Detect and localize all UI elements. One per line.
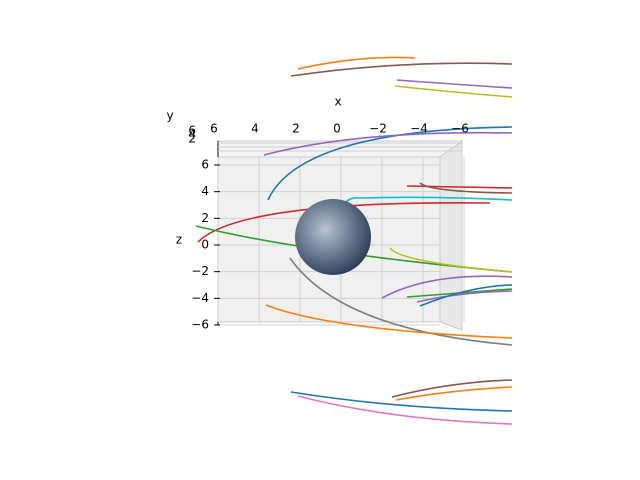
trajectory xyxy=(290,62,513,77)
trajectory xyxy=(396,79,513,89)
trajectory xyxy=(297,56,416,70)
z-axis-label: z xyxy=(176,233,182,247)
trajectory xyxy=(297,395,513,425)
y-tick-label: 4 xyxy=(188,128,196,142)
trajectory xyxy=(394,85,513,98)
trajectory xyxy=(389,247,513,273)
trajectory xyxy=(406,185,513,189)
y-tick-label: 2 xyxy=(188,132,196,146)
trajectory xyxy=(381,275,513,299)
x-tick-label: 4 xyxy=(251,122,259,136)
z-tick-label: 2 xyxy=(201,211,209,225)
z-tick-label: −6 xyxy=(191,318,209,332)
x-axis-label: x xyxy=(334,95,341,109)
trajectory xyxy=(290,391,513,412)
x-tick-label: 6 xyxy=(210,122,218,136)
z-tick-label: 4 xyxy=(201,184,209,198)
z-tick-label: −4 xyxy=(191,291,209,305)
z-tick-label: −2 xyxy=(191,264,209,278)
trajectory xyxy=(419,182,513,194)
x-tick-label: −2 xyxy=(369,122,387,136)
trajectory xyxy=(263,131,513,156)
x-tick-label: −4 xyxy=(410,122,428,136)
y-axis-label: y xyxy=(166,109,173,123)
y-tick-label: 6 xyxy=(188,124,196,138)
earth xyxy=(295,199,371,275)
trajectory xyxy=(265,304,513,339)
side-pane xyxy=(439,140,463,331)
trajectory xyxy=(267,126,513,201)
x-tick-label: 0 xyxy=(333,122,341,136)
trajectory xyxy=(395,386,513,401)
x-tick-label: 2 xyxy=(292,122,300,136)
trajectory xyxy=(416,290,513,303)
x-tick-label: −6 xyxy=(451,122,469,136)
trajectory xyxy=(197,202,491,243)
z-tick-label: 6 xyxy=(201,158,209,172)
trajectory xyxy=(289,257,513,346)
trajectory xyxy=(391,379,513,398)
z-tick-label: 0 xyxy=(201,238,209,252)
trajectory xyxy=(419,284,513,307)
